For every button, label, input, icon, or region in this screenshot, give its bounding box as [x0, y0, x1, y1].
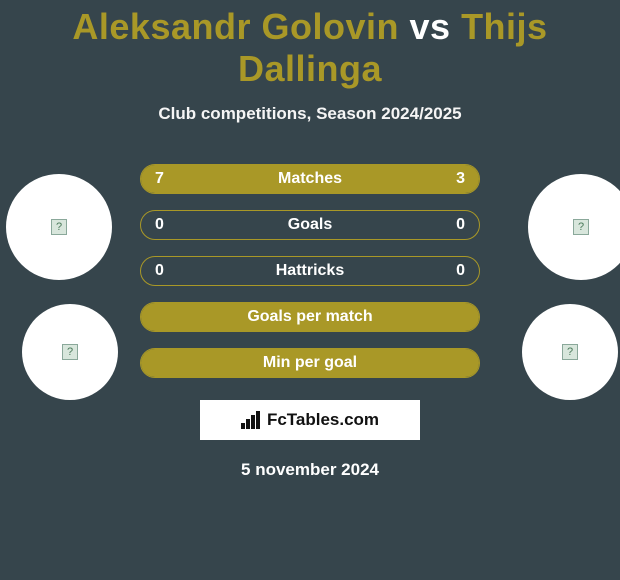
stat-bar-goals-per-match: Goals per match	[140, 302, 480, 332]
bar-label: Goals	[141, 216, 479, 234]
fctables-logo[interactable]: FcTables.com	[200, 400, 420, 440]
bar-label: Matches	[141, 170, 479, 188]
bar-value-right: 0	[456, 216, 465, 234]
footer-date: 5 november 2024	[0, 460, 620, 480]
stat-bars: 7 Matches 3 0 Goals 0 0 Hattricks 0 Goal…	[140, 164, 480, 378]
bar-value-right: 0	[456, 262, 465, 280]
player1-avatar: ?	[6, 174, 112, 280]
logo-text: FcTables.com	[267, 410, 379, 430]
stat-bar-hattricks: 0 Hattricks 0	[140, 256, 480, 286]
stat-bar-min-per-goal: Min per goal	[140, 348, 480, 378]
broken-image-icon: ?	[573, 219, 589, 235]
title-player1: Aleksandr Golovin	[72, 6, 399, 47]
player2-avatar: ?	[528, 174, 620, 280]
team1-badge: ?	[22, 304, 118, 400]
stat-bar-goals: 0 Goals 0	[140, 210, 480, 240]
broken-image-icon: ?	[562, 344, 578, 360]
comparison-content: ? ? ? ? 7 Matches 3 0 Goals 0 0 Hattrick…	[0, 164, 620, 480]
stat-bar-matches: 7 Matches 3	[140, 164, 480, 194]
broken-image-icon: ?	[51, 219, 67, 235]
page-subtitle: Club competitions, Season 2024/2025	[0, 104, 620, 124]
bar-label: Goals per match	[141, 308, 479, 326]
page-title: Aleksandr Golovin vs Thijs Dallinga	[0, 0, 620, 90]
bar-label: Min per goal	[141, 354, 479, 372]
broken-image-icon: ?	[62, 344, 78, 360]
team2-badge: ?	[522, 304, 618, 400]
bar-value-right: 3	[456, 170, 465, 188]
bar-label: Hattricks	[141, 262, 479, 280]
bar-chart-icon	[241, 411, 263, 429]
title-vs: vs	[410, 6, 451, 47]
